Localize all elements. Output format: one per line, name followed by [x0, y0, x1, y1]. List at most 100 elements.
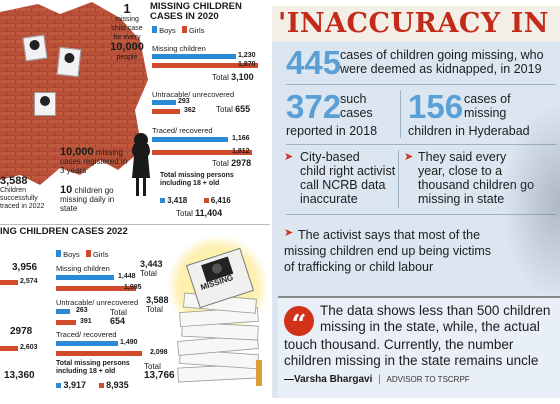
boys-icon [152, 26, 157, 33]
left-stat-num: 3,588 [0, 175, 28, 187]
title-2022: ING CHILDREN CASES 2022 [0, 226, 128, 237]
total-persons-2022: Total missing persons including 18 + old [56, 360, 130, 375]
bullet1-line4: inaccurate [300, 192, 358, 206]
top-fact-num2: 10,000 [110, 41, 144, 53]
far-left-num-0: 3,956 [12, 262, 38, 273]
bullet3-line2: missing children end up being victims [284, 244, 492, 258]
stat2-text2: cases [340, 106, 373, 120]
missing-poster-1 [22, 34, 48, 62]
arrow-icon: ➤ [284, 151, 294, 163]
legend-boys: Boys [159, 26, 176, 35]
untracable-2020-boys: 293 [178, 98, 190, 105]
stat3-num: 156 [408, 88, 464, 125]
stat3-text1: cases of [464, 92, 511, 106]
bullet3-line1: The activist says that most of the [298, 228, 481, 242]
quote-line2: missing in the state, while, the actual [320, 319, 540, 334]
traced-2020-label: Traced/ recovered [152, 126, 213, 135]
stat1-text2: were deemed as kidnapped, in 2019 [340, 62, 542, 76]
missing-2022-girls-bar [56, 286, 136, 291]
divider-v1 [400, 90, 401, 138]
quote-box: “ The data shows less than 500 children … [278, 296, 560, 398]
top-fact-line4: people [116, 54, 138, 61]
tp2020-values: 3,418 6,416 [160, 196, 231, 205]
divider-v2 [398, 150, 399, 208]
traced-2022-label: Traced/ recovered [56, 330, 117, 339]
missing-2020-boys: 1,230 [238, 52, 256, 59]
quote-author: —Varsha Bhargavi [284, 374, 373, 385]
daily-stat: 10 children go missing daily in state [60, 184, 115, 214]
far-left-num-3: 2,603 [20, 344, 38, 351]
missing-2022-total: 3,443 Total [140, 259, 163, 279]
top-fact: 1 missing child case for every 10,000 pe… [104, 2, 150, 62]
registered-l3: 3 years [60, 166, 87, 175]
bullet1-line3: call NCRB data [300, 178, 386, 192]
untracable-2022-girls: 391 [80, 318, 92, 325]
stat1-num: 445 [286, 44, 342, 81]
quote-icon: “ [284, 306, 314, 340]
untracable-2020-total: Total 655 [216, 104, 251, 114]
tp2020-total: Total 11,404 [176, 208, 223, 218]
bullet2-line2: year, close to a [418, 164, 503, 178]
stat3-text3: children in Hyderabad [408, 124, 530, 138]
stat3-text2: missing [464, 106, 507, 120]
right-body: 445 cases of children going missing, who… [272, 42, 560, 398]
right-panel: 'INACCURACY IN DAT 445 cases of children… [272, 0, 560, 404]
traced-2022-girls: 2,098 [150, 349, 168, 356]
untracable-2020-label: Untracable/ unrecovered [152, 90, 235, 99]
headline: 'INACCURACY IN DAT [278, 8, 560, 39]
legend-2022: Boys Girls [56, 250, 108, 259]
missing-poster-2 [56, 46, 82, 78]
traced-2020-girls: 1,812 [232, 148, 250, 155]
bullet1-line1: City-based [300, 150, 360, 164]
total-persons-2020: Total missing persons including 18 + old [160, 172, 234, 188]
quote-attribution: —Varsha Bhargavi | ADVISOR TO TSCRPF [284, 374, 470, 385]
missing-2022-label: Missing children [56, 264, 110, 273]
missing-2020-girls: 1,870 [238, 61, 256, 68]
untracable-2020-girls-bar [152, 109, 180, 114]
arrow-icon: ➤ [404, 151, 414, 163]
arrow-icon: ➤ [284, 227, 294, 239]
divider-3 [286, 214, 556, 215]
girls-icon [181, 26, 187, 33]
untracable-2022-boys-bar [56, 309, 70, 314]
quote-role: ADVISOR TO TSCRPF [386, 375, 470, 384]
left-stat-l3: traced in 2022 [0, 203, 45, 210]
left-stat-l2: successfully [0, 195, 38, 202]
quote-line1: The data shows less than 500 children [320, 303, 551, 318]
daily-l2: missing daily in [60, 195, 115, 204]
bullet3-line3: of trafficking or child labour [284, 260, 434, 274]
untracable-2022-girls-bar [56, 320, 76, 325]
tp2020-label2: including 18 + old [160, 180, 220, 187]
bullet2-line1: They said every [418, 150, 507, 164]
untracable-2020-boys-bar [152, 100, 176, 105]
far-left-num-1: 2,574 [20, 278, 38, 285]
panel-divider [270, 0, 272, 404]
untracable-2022-total: Total 654 [110, 308, 127, 326]
top-fact-line2: child case [111, 25, 143, 32]
far-left-num-2: 2978 [10, 326, 33, 337]
traced-2022-boys: 1,490 [120, 339, 138, 346]
legend-2020: Boys Girls [152, 26, 204, 35]
tp2022-total: Total 13,766 [144, 362, 175, 381]
registered-l2: cases registered in [60, 157, 128, 166]
missing-poster-3 [34, 92, 56, 116]
missing-2022-boys: 1,448 [118, 273, 136, 280]
left-stat: 3,588 Children successfully traced in 20… [0, 176, 44, 211]
tp2022-values: 3,917 8,935 [56, 380, 129, 390]
far-left-col: 3,956 2,574 2978 2,603 13,360 [0, 262, 40, 402]
untracable-2022-label: Untracable/ unrecovered [56, 298, 139, 307]
missing-2020-label: Missing children [152, 44, 206, 53]
shadow-hand-decoration [502, 102, 560, 302]
untracable-2020-girls: 362 [184, 107, 196, 114]
top-fact-line1: missing [115, 16, 139, 23]
traced-2022-boys-bar [56, 341, 118, 346]
title-2022-band [0, 224, 270, 239]
untracable-2022-boys: 263 [76, 307, 88, 314]
daily-l3: state [60, 204, 78, 213]
traced-2020-boys-bar [152, 137, 228, 142]
stat2-text3: reported in 2018 [286, 124, 378, 138]
traced-2020-total: Total 2978 [212, 158, 252, 168]
divider-2 [286, 144, 556, 145]
quote-line3: touch thousand. Currently, the number [284, 337, 514, 352]
